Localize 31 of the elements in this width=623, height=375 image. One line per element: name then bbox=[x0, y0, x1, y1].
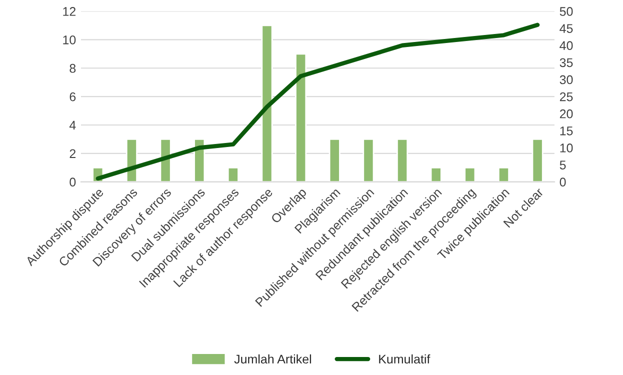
y-tick-label: 4 bbox=[69, 120, 76, 130]
y-tick-label: 8 bbox=[70, 64, 76, 73]
y-tick-label: 6 bbox=[70, 92, 76, 102]
y2-tick-label: 5 bbox=[560, 160, 566, 170]
y2-tick-label: 15 bbox=[560, 126, 573, 136]
y2-tick-label: 30 bbox=[560, 75, 573, 84]
y2-tick-label: 25 bbox=[560, 92, 573, 102]
legend-label: Kumulatif bbox=[379, 354, 430, 364]
y2-tick-label: 45 bbox=[560, 24, 573, 33]
bar bbox=[295, 53, 307, 182]
y2-tick-label: 0 bbox=[560, 178, 566, 187]
bar bbox=[498, 166, 510, 182]
bar bbox=[328, 138, 340, 182]
y-tick-label: 12 bbox=[63, 7, 76, 16]
bar bbox=[396, 138, 408, 182]
bar bbox=[261, 24, 273, 182]
y2-tick-label: 10 bbox=[560, 144, 573, 152]
y2-tick-label: 35 bbox=[560, 58, 573, 68]
bar bbox=[362, 138, 374, 182]
y-tick-label: 2 bbox=[70, 149, 76, 158]
line-series bbox=[96, 22, 540, 181]
bar bbox=[532, 138, 544, 182]
bar bbox=[464, 166, 476, 182]
y2-tick-label: 40 bbox=[560, 41, 573, 50]
y-tick-label: 10 bbox=[63, 35, 76, 44]
bar bbox=[430, 166, 442, 182]
y-tick-label: 0 bbox=[70, 178, 76, 187]
bar bbox=[227, 166, 239, 182]
y2-tick-label: 20 bbox=[560, 109, 573, 118]
legend-label: Jumlah Artikel bbox=[234, 354, 312, 364]
y2-tick-label: 50 bbox=[560, 7, 573, 16]
